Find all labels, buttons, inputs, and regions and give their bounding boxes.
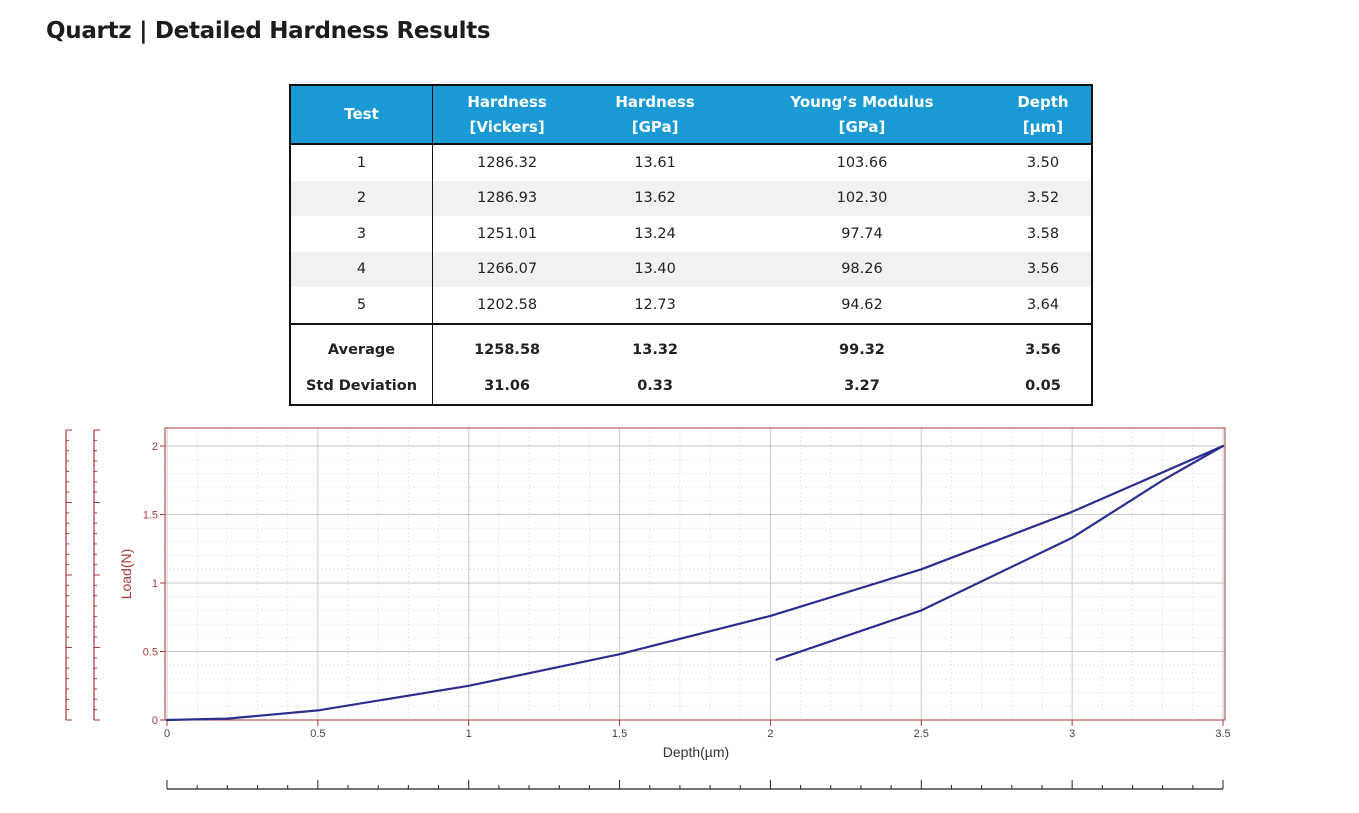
cell-hardness-vickers: 1202.58 [477,296,538,313]
x-tick-label: 0 [164,728,170,740]
table-row: 5 1202.58 12.73 94.62 3.64 [290,287,1092,324]
header-label-line2: [GPa] [838,117,886,136]
cell-hardness-vickers: 31.06 [432,367,582,405]
x-tick-label: 0.5 [310,728,325,740]
x-axis-label: Depth(µm) [663,744,729,760]
cell-depth: 3.52 [994,180,1092,216]
loading-curve [165,444,1225,722]
cell-youngs-modulus: 102.30 [728,180,995,216]
cell-depth: 3.58 [1026,225,1060,242]
cell-test: 4 [290,251,433,287]
table-row: 2 1286.93 13.62 102.30 3.52 [290,180,1092,216]
summary-row-average: Average 1258.58 13.32 99.32 3.56 [290,322,1092,368]
cell-test: 5 [290,287,433,324]
axis-ticks: 0 0.5 1 1.5 2 2.5 3 3.5 0 0.5 1 1.5 2 [143,441,1231,740]
cell-youngs-modulus: 99.32 [728,322,995,368]
cell-hardness-gpa: 0.33 [581,367,729,405]
y-tick-label: 0 [152,715,158,727]
cell-youngs-modulus: 103.66 [836,154,888,171]
header-depth: Depth [µm] [994,85,1092,145]
header-test-label: Test [344,105,379,123]
y-tick-label: 1 [152,578,158,590]
table-row: 4 1266.07 13.40 98.26 3.56 [290,251,1092,287]
cell-youngs-modulus: 97.74 [841,225,883,242]
hardness-results-table: Test Hardness [Vickers] Hardness [GPa] Y… [289,84,1093,406]
cell-depth: 3.56 [994,251,1092,287]
x-tick-label: 1.5 [612,728,627,740]
header-hardness-vickers: Hardness [Vickers] [432,85,582,145]
chart-grid [165,428,1225,721]
cell-test: 2 [290,180,433,216]
x-tick-label: 1 [466,728,472,740]
header-label-line2: [µm] [1022,117,1064,136]
cell-depth: 3.56 [994,322,1092,368]
cell-summary-label: Average [290,322,433,368]
header-youngs-modulus: Young’s Modulus [GPa] [728,85,995,145]
cell-test: 1 [290,144,433,181]
y-axis-label: Load(N) [118,549,134,600]
cell-youngs-modulus: 98.26 [728,251,995,287]
header-label-line1: Hardness [615,92,695,111]
cell-youngs-modulus: 3.27 [728,367,995,405]
header-label-line1: Depth [1017,92,1069,111]
y-tick-label: 1.5 [143,510,158,522]
cell-hardness-gpa: 13.61 [634,154,676,171]
x-tick-label: 3 [1069,728,1075,740]
table-row: 3 1251.01 13.24 97.74 3.58 [290,216,1092,252]
cell-hardness-gpa: 13.32 [581,322,729,368]
cell-hardness-gpa: 13.62 [581,180,729,216]
y-tick-label: 2 [152,441,158,453]
cell-hardness-gpa: 13.40 [581,251,729,287]
cell-summary-label: Std Deviation [290,367,433,405]
header-label-line2: [GPa] [631,117,679,136]
header-test: Test [290,85,433,145]
summary-row-std-deviation: Std Deviation 31.06 0.33 3.27 0.05 [290,367,1092,405]
y-tick-label: 0.5 [143,647,158,659]
cell-depth: 3.50 [1026,154,1060,171]
x-tick-label: 3.5 [1215,728,1230,740]
table-row: 1 1286.32 13.61 103.66 3.50 [290,144,1092,181]
plot-frame [164,427,1226,721]
cell-hardness-vickers: 1251.01 [477,225,538,242]
cell-depth: 3.64 [1026,296,1060,313]
table-header-row: Test Hardness [Vickers] Hardness [GPa] Y… [290,85,1092,145]
cell-hardness-vickers: 1258.58 [432,322,582,368]
cell-youngs-modulus: 94.62 [841,296,883,313]
unloading-curve [775,444,1225,661]
header-hardness-gpa: Hardness [GPa] [581,85,729,145]
chart-series [165,444,1225,722]
header-label-line1: Young’s Modulus [790,92,934,111]
cell-depth: 0.05 [994,367,1092,405]
x-tick-label: 2 [767,728,773,740]
header-label-line2: [Vickers] [469,117,545,136]
header-label-line1: Hardness [467,92,547,111]
x-tick-label: 2.5 [914,728,929,740]
cell-hardness-gpa: 12.73 [634,296,676,313]
cell-test: 3 [290,216,433,252]
chart-decorations [65,429,1224,790]
cell-hardness-vickers: 1266.07 [432,251,582,287]
cell-hardness-vickers: 1286.32 [477,154,538,171]
cell-hardness-gpa: 13.24 [634,225,676,242]
page-title: Quartz | Detailed Hardness Results [46,18,491,44]
cell-hardness-vickers: 1286.93 [432,180,582,216]
load-depth-chart: 0 0.5 1 1.5 2 2.5 3 3.5 0 0.5 1 1.5 2 Depth(µm) Load… [65,427,1231,790]
